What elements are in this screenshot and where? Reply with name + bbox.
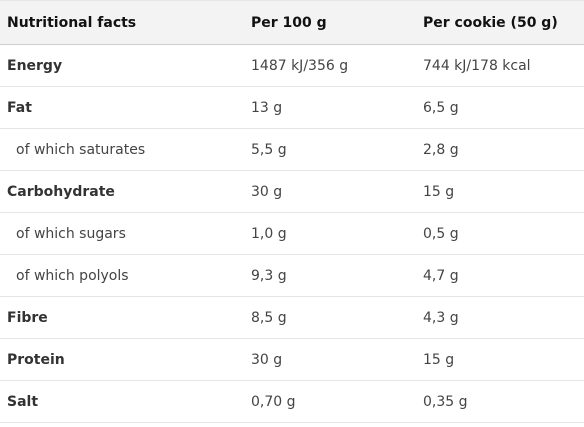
table-row: of which saturates 5,5 g 2,8 g — [0, 129, 584, 171]
per-100g-value: 30 g — [251, 183, 283, 200]
per-100g-value: 30 g — [251, 351, 283, 368]
nutrient-label: Salt — [7, 393, 39, 410]
per-100g-value: 1,0 g — [251, 225, 287, 242]
per-cookie-value: 15 g — [423, 351, 455, 368]
header-per-100g: Per 100 g — [251, 14, 327, 31]
nutrient-label: of which saturates — [16, 141, 146, 158]
table-row: Carbohydrate 30 g 15 g — [0, 171, 584, 213]
nutrient-label: Protein — [7, 351, 65, 368]
per-cookie-value: 744 kJ/178 kcal — [423, 57, 531, 74]
per-cookie-value: 6,5 g — [423, 99, 459, 116]
header-nutritional-facts: Nutritional facts — [7, 14, 137, 31]
per-100g-value: 0,70 g — [251, 393, 296, 410]
per-100g-value: 13 g — [251, 99, 283, 116]
nutrient-label: of which sugars — [16, 225, 126, 242]
nutrient-label: Carbohydrate — [7, 183, 115, 200]
nutrient-label: of which polyols — [16, 267, 129, 284]
nutrient-label: Fat — [7, 99, 32, 116]
table-row: of which sugars 1,0 g 0,5 g — [0, 213, 584, 255]
nutrient-label: Energy — [7, 57, 63, 74]
table-row: Energy 1487 kJ/356 g 744 kJ/178 kcal — [0, 45, 584, 87]
table-header-row: Nutritional facts Per 100 g Per cookie (… — [0, 1, 584, 45]
per-100g-value: 8,5 g — [251, 309, 287, 326]
table-row: Salt 0,70 g 0,35 g — [0, 381, 584, 423]
per-100g-value: 5,5 g — [251, 141, 287, 158]
nutrient-label: Fibre — [7, 309, 48, 326]
per-cookie-value: 2,8 g — [423, 141, 459, 158]
table-row: of which polyols 9,3 g 4,7 g — [0, 255, 584, 297]
table-row: Fibre 8,5 g 4,3 g — [0, 297, 584, 339]
per-cookie-value: 15 g — [423, 183, 455, 200]
per-cookie-value: 4,7 g — [423, 267, 459, 284]
table-row: Protein 30 g 15 g — [0, 339, 584, 381]
table-row: Fat 13 g 6,5 g — [0, 87, 584, 129]
per-cookie-value: 4,3 g — [423, 309, 459, 326]
per-100g-value: 9,3 g — [251, 267, 287, 284]
header-per-cookie: Per cookie (50 g) — [423, 14, 558, 31]
per-cookie-value: 0,5 g — [423, 225, 459, 242]
per-100g-value: 1487 kJ/356 g — [251, 57, 349, 74]
per-cookie-value: 0,35 g — [423, 393, 468, 410]
